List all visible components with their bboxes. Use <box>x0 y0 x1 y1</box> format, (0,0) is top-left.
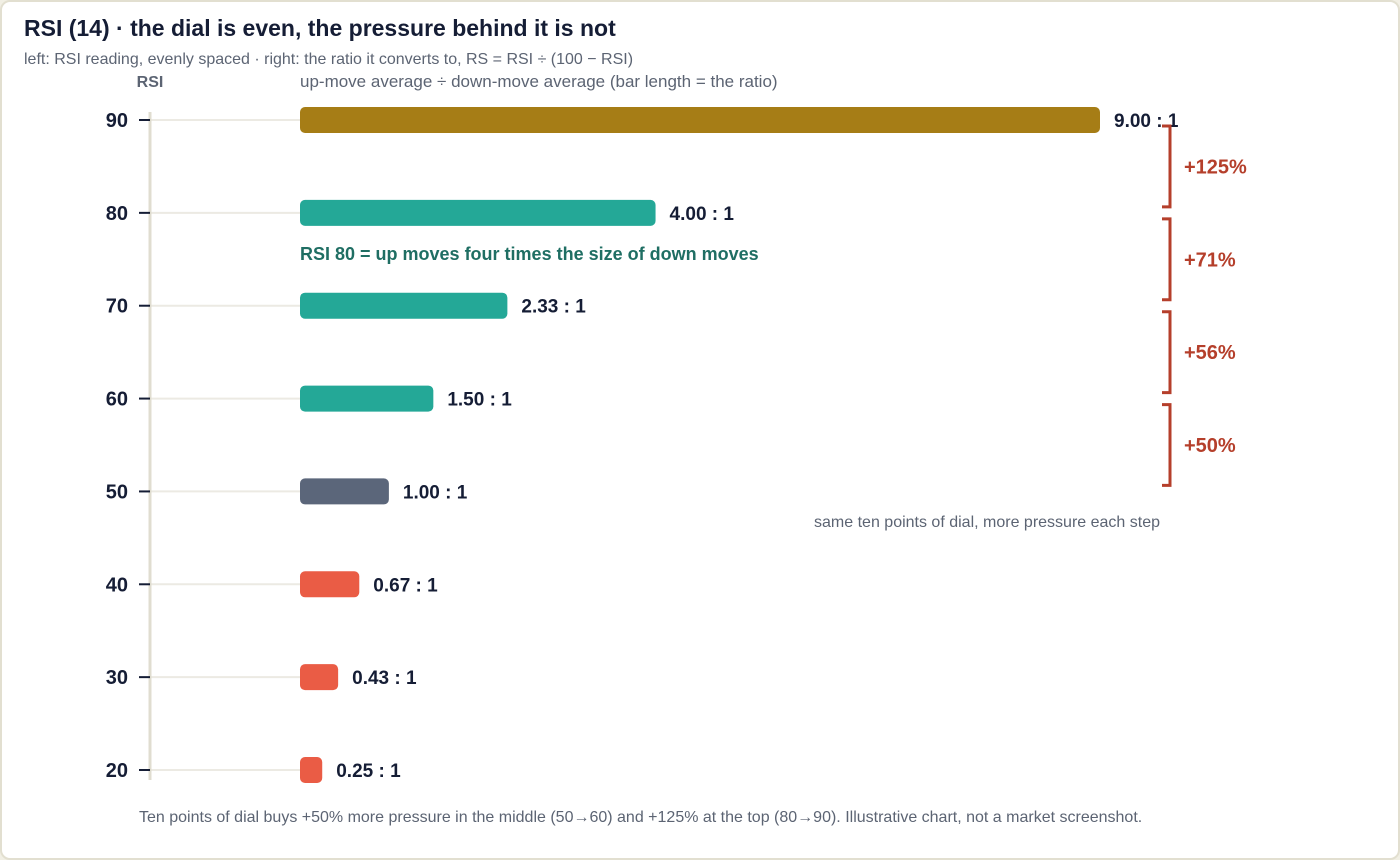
bar-rsi-30 <box>300 664 339 691</box>
y-tick-label: 90 <box>106 110 128 132</box>
increase-bracket <box>1162 217 1172 302</box>
y-tick-label: 40 <box>106 574 128 596</box>
y-tick-label: 20 <box>106 760 128 782</box>
increase-label: +56% <box>1184 342 1236 364</box>
bar-value-label: 1.00 : 1 <box>403 482 468 503</box>
bar-rsi-80 <box>300 199 656 226</box>
y-tick-label: 70 <box>106 296 128 318</box>
bar-value-label: 4.00 : 1 <box>670 204 735 225</box>
chart-title: RSI (14) · the dial is even, the pressur… <box>24 15 616 41</box>
y-tick-label: 80 <box>106 203 128 225</box>
increase-label: +71% <box>1184 249 1236 271</box>
bar-value-label: 1.50 : 1 <box>447 390 512 411</box>
y-tick-label: 60 <box>106 389 128 411</box>
increase-bracket <box>1162 403 1172 487</box>
increase-bracket <box>1162 310 1172 395</box>
bar-value-label: 0.43 : 1 <box>352 668 417 689</box>
bar-rsi-50 <box>300 478 389 505</box>
bar-rsi-90 <box>300 107 1100 133</box>
bar-rsi-40 <box>300 571 360 598</box>
increase-label: +50% <box>1184 435 1236 457</box>
increase-bracket <box>1162 124 1172 209</box>
increase-label: +125% <box>1184 156 1247 178</box>
chart-footnote: Ten points of dial buys +50% more pressu… <box>139 809 1143 826</box>
bar-rsi-20 <box>300 757 323 783</box>
bar-rsi-60 <box>300 385 434 412</box>
y-axis-label: RSI <box>137 74 164 91</box>
rsi-80-annotation: RSI 80 = up moves four times the size of… <box>300 244 759 264</box>
pressure-note: same ten points of dial, more pressure e… <box>814 514 1160 531</box>
bar-rsi-70 <box>300 292 508 319</box>
bar-value-label: 0.67 : 1 <box>373 575 438 596</box>
bar-value-label: 2.33 : 1 <box>521 297 586 318</box>
x-axis-label: up-move average ÷ down-move average (bar… <box>300 72 778 91</box>
bar-value-label: 0.25 : 1 <box>336 761 401 782</box>
chart-subtitle: left: RSI reading, evenly spaced · right… <box>24 51 634 68</box>
y-tick-label: 50 <box>106 481 128 503</box>
y-tick-label: 30 <box>106 667 128 689</box>
